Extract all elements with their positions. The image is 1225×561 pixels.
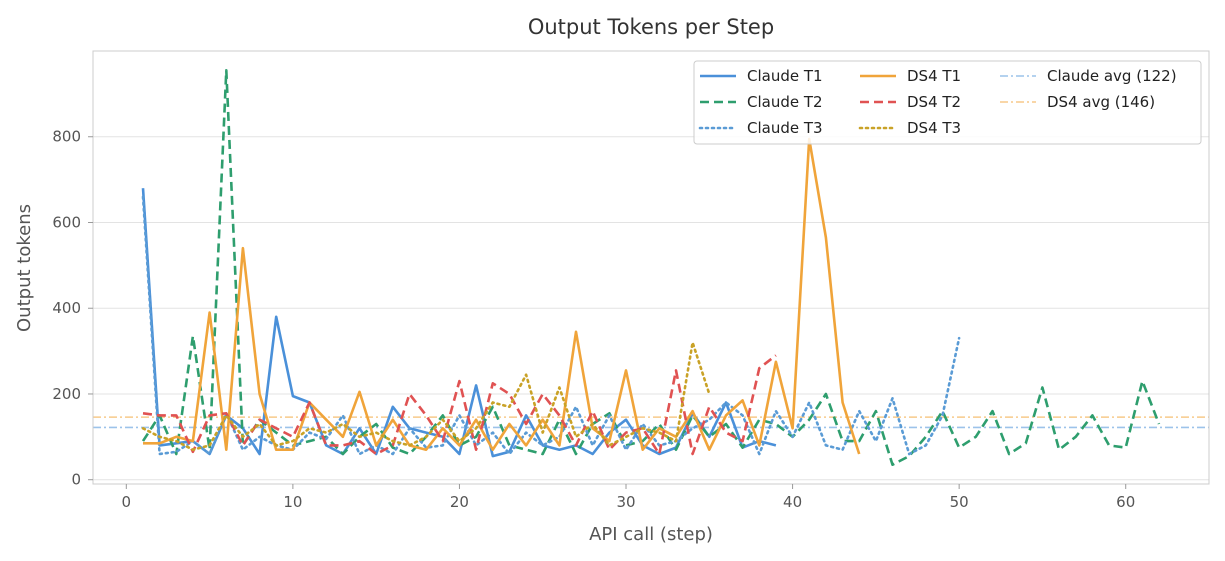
legend-box bbox=[693, 60, 1202, 145]
legend-label-claude-t1: Claude T1 bbox=[747, 67, 823, 85]
average-lines bbox=[93, 416, 1209, 429]
y-tick-label: 200 bbox=[52, 385, 81, 403]
chart-title: Output Tokens per Step bbox=[528, 15, 774, 39]
series-line-ds4-t1 bbox=[143, 137, 861, 455]
plot-frame bbox=[92, 50, 1210, 485]
x-ticks: 0 10 20 30 40 50 60 bbox=[122, 484, 1135, 511]
legend-label-ds4-t1: DS4 T1 bbox=[907, 67, 961, 85]
legend-label-ds4-t2: DS4 T2 bbox=[907, 93, 961, 111]
legend-label-ds4-t3: DS4 T3 bbox=[907, 119, 961, 137]
x-tick-label: 50 bbox=[950, 493, 969, 511]
x-tick-label: 60 bbox=[1116, 493, 1135, 511]
y-tick-label: 400 bbox=[52, 299, 81, 317]
y-ticks: 0 200 400 600 800 bbox=[52, 128, 93, 489]
grid-layer bbox=[93, 136, 1209, 481]
legend: Claude T1 Claude T2 Claude T3 DS4 T1 DS4 T2 D… bbox=[693, 60, 1202, 145]
x-tick-label: 20 bbox=[450, 493, 469, 511]
y-tick-label: 600 bbox=[52, 213, 81, 231]
x-tick-label: 30 bbox=[616, 493, 635, 511]
y-tick-label: 0 bbox=[71, 471, 81, 489]
x-tick-label: 40 bbox=[783, 493, 802, 511]
legend-label-claude-avg-122: Claude avg (122) bbox=[1047, 67, 1177, 85]
x-tick-label: 10 bbox=[283, 493, 302, 511]
y-tick-label: 800 bbox=[52, 128, 81, 146]
series-line-ds4-t3 bbox=[141, 341, 711, 452]
x-axis-title: API call (step) bbox=[589, 524, 713, 545]
legend-label-claude-t3: Claude T3 bbox=[747, 119, 823, 137]
x-tick-label: 0 bbox=[122, 493, 132, 511]
series-line-claude-t2 bbox=[141, 69, 1161, 467]
series-layer bbox=[141, 69, 1161, 467]
y-axis-title: Output tokens bbox=[14, 204, 35, 332]
series-line-claude-t3 bbox=[141, 195, 961, 456]
series-line-ds4-t2 bbox=[142, 354, 777, 456]
legend-label-ds4-avg-146: DS4 avg (146) bbox=[1047, 93, 1155, 111]
legend-label-claude-t2: Claude T2 bbox=[747, 93, 823, 111]
